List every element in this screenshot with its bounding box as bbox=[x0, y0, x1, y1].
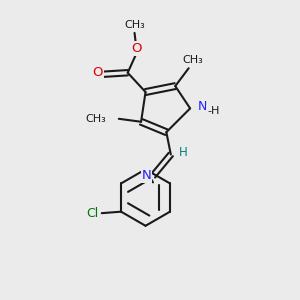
Text: N: N bbox=[142, 169, 151, 182]
Text: O: O bbox=[92, 66, 103, 79]
Text: CH₃: CH₃ bbox=[85, 114, 106, 124]
Text: CH₃: CH₃ bbox=[124, 20, 145, 30]
Text: Cl: Cl bbox=[87, 207, 99, 220]
Text: O: O bbox=[131, 42, 142, 55]
Text: CH₃: CH₃ bbox=[183, 55, 203, 65]
Text: -H: -H bbox=[207, 106, 220, 116]
Text: H: H bbox=[179, 146, 188, 160]
Text: N: N bbox=[198, 100, 207, 113]
